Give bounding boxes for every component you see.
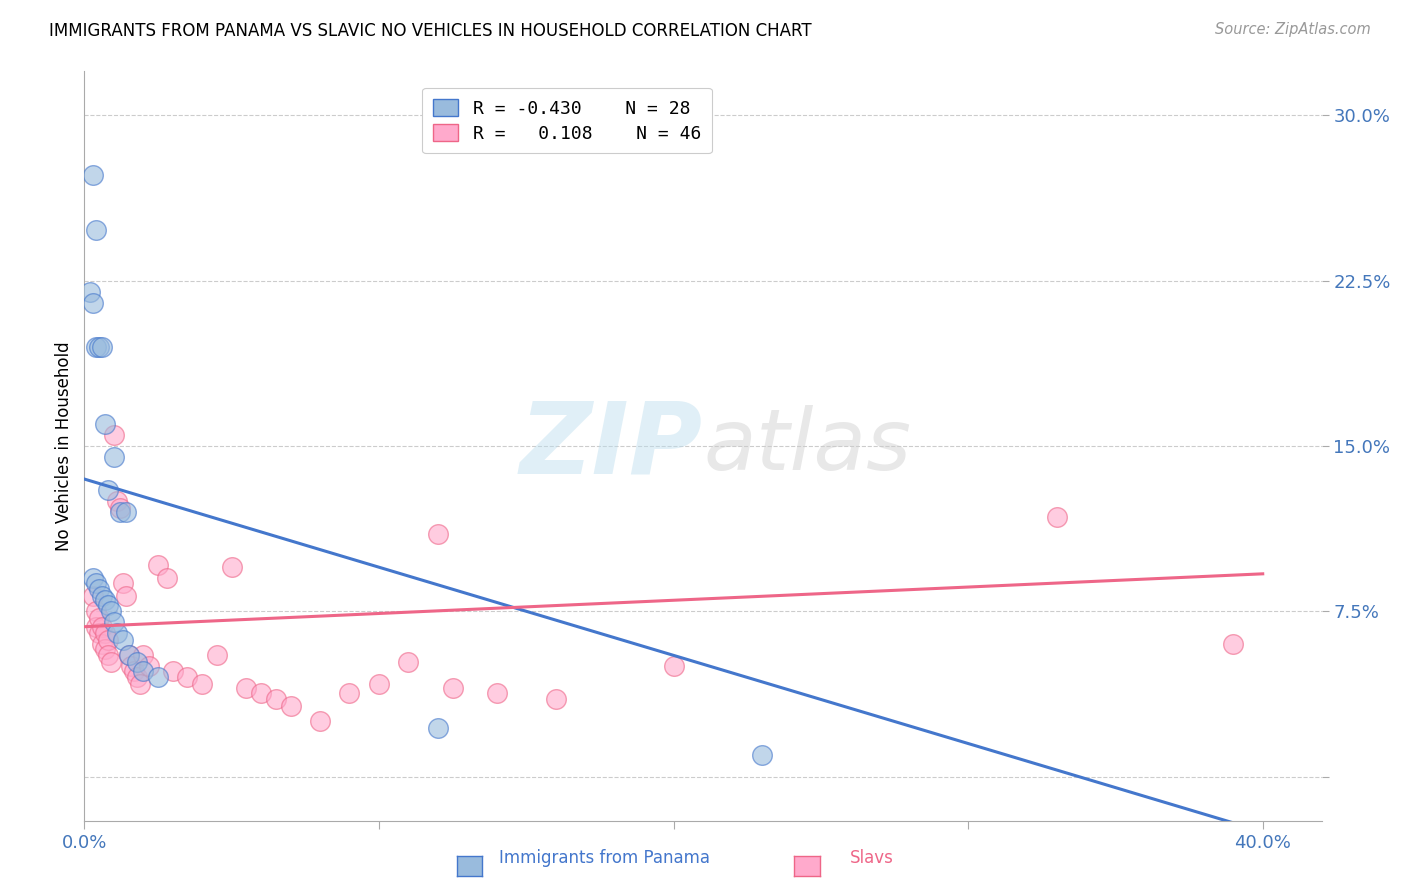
Point bbox=[91, 340, 114, 354]
Point bbox=[221, 560, 243, 574]
Point bbox=[97, 632, 120, 647]
Point bbox=[441, 681, 464, 696]
Point bbox=[117, 648, 139, 663]
Point bbox=[1222, 637, 1244, 651]
Point bbox=[82, 571, 104, 585]
Point bbox=[176, 670, 198, 684]
Point bbox=[111, 575, 134, 590]
Point bbox=[87, 626, 110, 640]
Point bbox=[250, 686, 273, 700]
Text: ZIP: ZIP bbox=[520, 398, 703, 494]
Point bbox=[100, 655, 122, 669]
Point bbox=[82, 589, 104, 603]
Point bbox=[124, 664, 146, 678]
Point bbox=[91, 589, 114, 603]
Point bbox=[111, 632, 134, 647]
Point bbox=[94, 626, 117, 640]
Point bbox=[138, 659, 160, 673]
Point bbox=[100, 604, 122, 618]
Point bbox=[127, 670, 149, 684]
Text: atlas: atlas bbox=[703, 404, 911, 488]
Point bbox=[87, 340, 110, 354]
Point bbox=[97, 648, 120, 663]
Point bbox=[205, 648, 228, 663]
Point bbox=[127, 655, 149, 669]
Point bbox=[84, 575, 107, 590]
Point bbox=[105, 626, 128, 640]
Point bbox=[280, 699, 302, 714]
Point bbox=[84, 620, 107, 634]
Point bbox=[309, 714, 332, 729]
Point bbox=[129, 677, 152, 691]
Text: Immigrants from Panama: Immigrants from Panama bbox=[499, 849, 710, 867]
Point bbox=[191, 677, 214, 691]
Point bbox=[84, 223, 107, 237]
Point bbox=[84, 604, 107, 618]
Point bbox=[97, 598, 120, 612]
Point bbox=[368, 677, 391, 691]
Point bbox=[751, 747, 773, 762]
Point bbox=[94, 417, 117, 431]
Legend: R = -0.430    N = 28, R =   0.108    N = 46: R = -0.430 N = 28, R = 0.108 N = 46 bbox=[422, 88, 711, 153]
Point bbox=[94, 593, 117, 607]
Point bbox=[103, 428, 125, 442]
Point bbox=[132, 648, 155, 663]
Point bbox=[87, 582, 110, 597]
Point bbox=[132, 664, 155, 678]
Point bbox=[94, 641, 117, 656]
Point bbox=[544, 692, 567, 706]
Point bbox=[146, 558, 169, 572]
Point bbox=[339, 686, 361, 700]
Point bbox=[108, 505, 131, 519]
Point bbox=[103, 450, 125, 464]
Point bbox=[108, 500, 131, 515]
Point bbox=[84, 340, 107, 354]
Text: Slavs: Slavs bbox=[849, 849, 894, 867]
Point bbox=[156, 571, 179, 585]
Point bbox=[396, 655, 419, 669]
Point bbox=[114, 589, 136, 603]
Point bbox=[82, 168, 104, 182]
Point bbox=[146, 670, 169, 684]
Text: Source: ZipAtlas.com: Source: ZipAtlas.com bbox=[1215, 22, 1371, 37]
Y-axis label: No Vehicles in Household: No Vehicles in Household bbox=[55, 341, 73, 551]
Point bbox=[97, 483, 120, 497]
Point bbox=[87, 611, 110, 625]
Point bbox=[264, 692, 287, 706]
Text: IMMIGRANTS FROM PANAMA VS SLAVIC NO VEHICLES IN HOUSEHOLD CORRELATION CHART: IMMIGRANTS FROM PANAMA VS SLAVIC NO VEHI… bbox=[49, 22, 811, 40]
Point bbox=[103, 615, 125, 630]
Point bbox=[121, 659, 143, 673]
Point bbox=[662, 659, 685, 673]
Point bbox=[1045, 509, 1067, 524]
Point bbox=[426, 527, 449, 541]
Point bbox=[91, 620, 114, 634]
Point bbox=[105, 494, 128, 508]
Point bbox=[82, 295, 104, 310]
Point bbox=[117, 648, 139, 663]
Point bbox=[114, 505, 136, 519]
Point bbox=[162, 664, 184, 678]
Point bbox=[79, 285, 101, 299]
Point bbox=[426, 721, 449, 735]
Point bbox=[485, 686, 508, 700]
Point bbox=[235, 681, 257, 696]
Point bbox=[91, 637, 114, 651]
